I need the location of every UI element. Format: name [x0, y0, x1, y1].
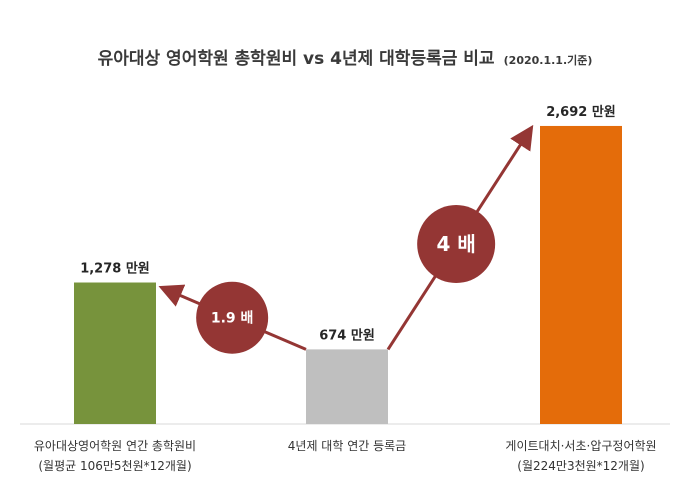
- bar-2: [306, 349, 388, 424]
- category-note: (월224만3천원*12개월): [517, 459, 645, 473]
- ratio-label-1: 1.9 배: [211, 311, 254, 327]
- bar-value-label-2: 674 만원: [319, 327, 375, 343]
- bar-3: [540, 125, 622, 424]
- chart-title: 유아대상 영어학원 총학원비 vs 4년제 대학등록금 비교: [97, 49, 495, 69]
- bar-value-label-3: 2,692 만원: [546, 104, 616, 120]
- category-label-2: 4년제 대학 연간 등록금: [232, 436, 462, 456]
- ratio-circle-2: [417, 205, 496, 284]
- bar-1: [74, 282, 156, 424]
- category-name: 게이트대치·서초·압구정어학원: [505, 439, 657, 453]
- category-name: 4년제 대학 연간 등록금: [287, 439, 407, 453]
- category-note: (월평균 106만5천원*12개월): [38, 459, 192, 473]
- ratio-label-2: 4 배: [437, 232, 476, 256]
- chart-subtitle: (2020.1.1.기준): [503, 54, 593, 67]
- category-label-1: 유아대상영어학원 연간 총학원비 (월평균 106만5천원*12개월): [0, 436, 230, 476]
- chart-title-block: 유아대상 영어학원 총학원비 vs 4년제 대학등록금 비교 (2020.1.1…: [0, 44, 690, 69]
- bar-value-label-1: 1,278 만원: [80, 261, 150, 277]
- ratio-circle-1: [196, 281, 269, 354]
- category-label-3: 게이트대치·서초·압구정어학원 (월224만3천원*12개월): [466, 436, 690, 476]
- category-name: 유아대상영어학원 연간 총학원비: [33, 439, 197, 453]
